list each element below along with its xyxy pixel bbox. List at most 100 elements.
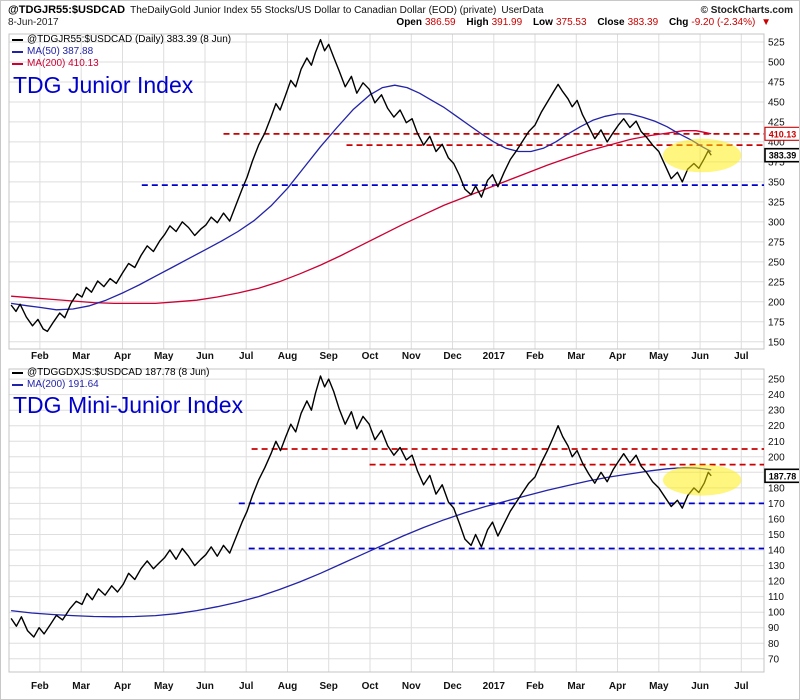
svg-text:120: 120 <box>768 577 785 588</box>
svg-text:70: 70 <box>768 654 780 665</box>
svg-text:Sep: Sep <box>320 681 338 692</box>
legend-label: MA(200) 191.64 <box>27 379 99 390</box>
svg-text:Jul: Jul <box>734 681 749 692</box>
high-label: High <box>466 17 489 28</box>
svg-text:May: May <box>154 681 174 692</box>
svg-text:400: 400 <box>768 137 785 148</box>
svg-text:Apr: Apr <box>609 681 626 692</box>
svg-text:90: 90 <box>768 623 780 634</box>
svg-text:Jun: Jun <box>196 681 214 692</box>
svg-text:325: 325 <box>768 197 785 208</box>
low-label: Low <box>532 17 553 28</box>
panel2-annotation: TDG Mini-Junior Index <box>13 392 244 418</box>
svg-text:410.13: 410.13 <box>769 129 797 139</box>
svg-text:Oct: Oct <box>362 681 379 692</box>
svg-text:Oct: Oct <box>362 351 379 362</box>
svg-text:230: 230 <box>768 406 785 417</box>
svg-text:150: 150 <box>768 530 785 541</box>
legend-label: MA(50) 387.88 <box>27 46 94 57</box>
svg-text:500: 500 <box>768 58 785 69</box>
svg-text:Mar: Mar <box>567 681 585 692</box>
svg-text:Mar: Mar <box>72 351 90 362</box>
svg-text:220: 220 <box>768 421 785 432</box>
svg-text:375: 375 <box>768 157 785 168</box>
svg-text:525: 525 <box>768 38 785 49</box>
svg-text:180: 180 <box>768 483 785 494</box>
svg-text:Jul: Jul <box>239 681 254 692</box>
svg-text:Aug: Aug <box>278 351 297 362</box>
svg-text:150: 150 <box>768 337 785 348</box>
svg-text:240: 240 <box>768 390 785 401</box>
svg-text:383.39: 383.39 <box>769 151 797 161</box>
svg-text:Feb: Feb <box>31 351 49 362</box>
svg-text:Jun: Jun <box>691 681 709 692</box>
high-value: 391.99 <box>491 17 523 28</box>
svg-text:425: 425 <box>768 117 785 128</box>
svg-text:250: 250 <box>768 375 785 386</box>
svg-text:Nov: Nov <box>402 351 421 362</box>
svg-text:275: 275 <box>768 237 785 248</box>
svg-text:200: 200 <box>768 297 785 308</box>
svg-text:475: 475 <box>768 78 785 89</box>
svg-text:225: 225 <box>768 277 785 288</box>
svg-text:Mar: Mar <box>567 351 585 362</box>
svg-text:Nov: Nov <box>402 681 421 692</box>
svg-text:Jun: Jun <box>196 351 214 362</box>
chart-header: @TDGJR55:$USDCAD TheDailyGold Junior Ind… <box>8 4 793 16</box>
svg-text:210: 210 <box>768 437 785 448</box>
svg-text:Feb: Feb <box>526 681 544 692</box>
svg-text:160: 160 <box>768 514 785 525</box>
legend-item-price: @TDGGDXJS:$USDCAD 187.78 (8 Jun) <box>12 367 209 379</box>
legend-label: @TDGJR55:$USDCAD (Daily) 383.39 (8 Jun) <box>27 34 232 45</box>
svg-text:130: 130 <box>768 561 785 572</box>
svg-text:250: 250 <box>768 257 785 268</box>
legend-item-price: @TDGJR55:$USDCAD (Daily) 383.39 (8 Jun) <box>12 34 231 46</box>
svg-text:170: 170 <box>768 499 785 510</box>
close-value: 383.39 <box>627 17 659 28</box>
svg-text:Sep: Sep <box>320 351 338 362</box>
stockcharts-copyright: © StockCharts.com <box>700 5 793 16</box>
svg-text:May: May <box>154 351 174 362</box>
chg-label: Chg <box>668 17 689 28</box>
svg-text:450: 450 <box>768 98 785 109</box>
quote-header: 8-Jun-2017 Open 386.59 High 391.99 Low 375.… <box>8 17 771 28</box>
svg-text:350: 350 <box>768 177 785 188</box>
svg-text:300: 300 <box>768 217 785 228</box>
panel1-legend: @TDGJR55:$USDCAD (Daily) 383.39 (8 Jun) … <box>12 34 231 70</box>
low-value: 375.53 <box>555 17 587 28</box>
tdg-junior-index-chart: Feb Mar Apr May Jun Jul Aug Sep Oct Nov Dec 2017 Feb… <box>8 33 799 362</box>
close-label: Close <box>597 17 625 28</box>
svg-text:200: 200 <box>768 452 785 463</box>
svg-text:Feb: Feb <box>31 681 49 692</box>
open-value: 386.59 <box>424 17 456 28</box>
chg-value: -9.20 (-2.34%) <box>691 17 756 28</box>
svg-text:187.78: 187.78 <box>769 471 797 481</box>
svg-text:80: 80 <box>768 639 780 650</box>
svg-text:140: 140 <box>768 546 785 557</box>
chart-title: TheDailyGold Junior Index 55 Stocks/US D… <box>130 5 497 16</box>
tdg-mini-junior-index-chart: Feb Mar Apr May Jun Jul Aug Sep Oct Nov Dec 2017 Feb… <box>8 368 799 692</box>
svg-text:Aug: Aug <box>278 681 297 692</box>
svg-text:175: 175 <box>768 317 785 328</box>
svg-text:Jul: Jul <box>734 351 749 362</box>
legend-item-ma200: MA(200) 410.13 <box>12 58 231 70</box>
svg-text:Dec: Dec <box>443 681 462 692</box>
svg-text:Mar: Mar <box>72 681 90 692</box>
svg-text:110: 110 <box>768 592 784 603</box>
panel1-annotation: TDG Junior Index <box>13 72 194 98</box>
chart-symbol: @TDGJR55:$USDCAD <box>8 4 126 16</box>
panel2-legend: @TDGGDXJS:$USDCAD 187.78 (8 Jun) MA(200)… <box>12 367 209 391</box>
svg-text:Apr: Apr <box>114 681 131 692</box>
svg-text:May: May <box>649 681 669 692</box>
ohlc-quote: Open 386.59 High 391.99 Low 375.53 Close 383… <box>388 17 771 28</box>
svg-text:Apr: Apr <box>114 351 131 362</box>
svg-text:Jul: Jul <box>239 351 254 362</box>
svg-text:Dec: Dec <box>443 351 462 362</box>
legend-item-ma50: MA(50) 387.88 <box>12 46 231 58</box>
legend-item-ma200: MA(200) 191.64 <box>12 379 209 391</box>
svg-text:2017: 2017 <box>483 351 506 362</box>
legend-label: @TDGGDXJS:$USDCAD 187.78 (8 Jun) <box>27 367 210 378</box>
chart-user: UserData <box>501 5 544 16</box>
chart-date: 8-Jun-2017 <box>8 17 59 28</box>
